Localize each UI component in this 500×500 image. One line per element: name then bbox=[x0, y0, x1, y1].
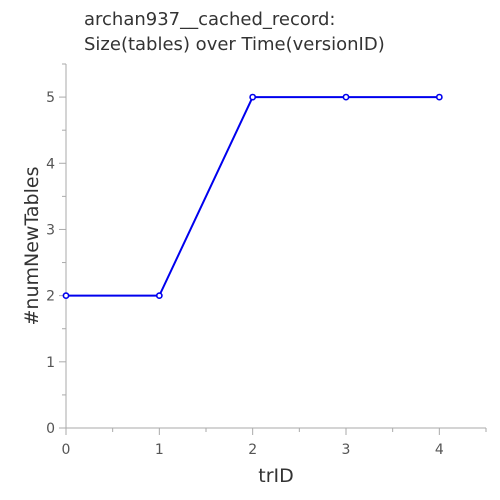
x-tick-label: 4 bbox=[435, 442, 444, 458]
data-point bbox=[62, 292, 70, 300]
data-point bbox=[249, 93, 257, 101]
x-axis-ticks: 0 1 2 3 4 bbox=[62, 428, 487, 458]
series-layer bbox=[62, 93, 443, 300]
y-axis-title: #numNewTables bbox=[21, 167, 43, 326]
y-tick-label: 5 bbox=[46, 90, 55, 106]
y-axis-ticks: 0 1 2 3 4 5 bbox=[46, 63, 66, 437]
data-point bbox=[155, 292, 163, 300]
x-axis-title: trID bbox=[258, 465, 294, 487]
x-tick-label: 3 bbox=[342, 442, 351, 458]
y-tick-label: 1 bbox=[46, 355, 55, 371]
y-tick-label: 0 bbox=[46, 421, 55, 437]
x-tick-label: 1 bbox=[155, 442, 164, 458]
data-point bbox=[342, 93, 350, 101]
y-tick-label: 2 bbox=[46, 289, 55, 305]
axes bbox=[65, 64, 486, 429]
chart-title-line-1: archan937__cached_record: bbox=[84, 9, 335, 30]
y-tick-label: 4 bbox=[46, 156, 55, 172]
chart-title: archan937__cached_record: Size(tables) o… bbox=[84, 9, 385, 55]
x-tick-label: 2 bbox=[248, 442, 257, 458]
y-tick-label: 3 bbox=[46, 222, 55, 238]
chart-title-line-2: Size(tables) over Time(versionID) bbox=[84, 34, 385, 55]
series-line bbox=[66, 96, 440, 297]
x-tick-label: 0 bbox=[62, 442, 71, 458]
data-point bbox=[435, 93, 443, 101]
